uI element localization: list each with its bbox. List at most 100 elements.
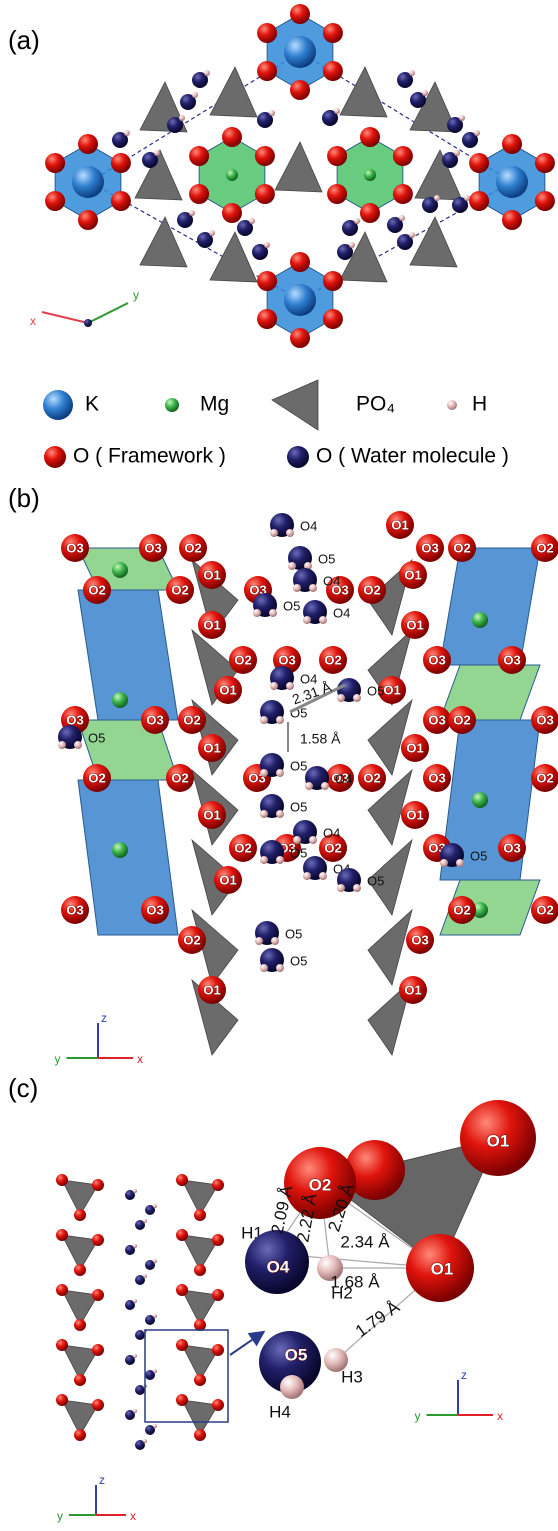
- atom: [319, 834, 347, 862]
- atom: [44, 446, 66, 468]
- polyhedron: [439, 547, 541, 666]
- atom: [229, 834, 257, 862]
- atom: [399, 976, 427, 1004]
- atom: [61, 896, 89, 924]
- atom: [112, 842, 128, 858]
- axis-y: [87, 302, 129, 324]
- atom: [409, 70, 415, 76]
- atom: [392, 184, 413, 204]
- atom-label: O1: [406, 617, 423, 632]
- atom: [153, 1204, 157, 1208]
- atom: [74, 741, 82, 749]
- tetrahedron: [367, 838, 413, 916]
- atom: [276, 964, 284, 972]
- atom: [192, 72, 208, 88]
- atom: [56, 1339, 68, 1351]
- atom: [502, 210, 522, 230]
- atom: [56, 1174, 68, 1186]
- atom: [252, 244, 268, 260]
- atom: [280, 1375, 304, 1399]
- atom: [56, 1284, 68, 1296]
- atom: [462, 132, 478, 148]
- atom: [167, 117, 183, 133]
- atom: [399, 561, 427, 589]
- atom-label: O1: [383, 682, 400, 697]
- atom: [284, 36, 316, 68]
- atom: [133, 1354, 137, 1358]
- atom: [293, 584, 301, 592]
- atom: [322, 61, 343, 81]
- atom: [305, 782, 313, 790]
- atom: [84, 319, 92, 327]
- axis-label: x: [130, 1509, 136, 1523]
- atom: [392, 146, 413, 166]
- atom: [153, 1314, 157, 1318]
- atom: [176, 1339, 188, 1351]
- legend-label: O ( Framework ): [73, 445, 226, 468]
- atom: [448, 534, 476, 562]
- atom: [319, 646, 347, 674]
- atom-label: O5: [285, 926, 302, 941]
- atom: [212, 1399, 224, 1411]
- atom: [364, 169, 376, 181]
- atom: [198, 734, 226, 762]
- atom-label: O4: [300, 671, 317, 686]
- atom: [322, 110, 338, 126]
- atom: [180, 94, 196, 110]
- tetrahedron: [367, 978, 413, 1056]
- tetrahedron: [367, 768, 413, 846]
- atom-label: O4: [333, 605, 350, 620]
- atom-label: O4: [267, 1257, 290, 1276]
- atom: [472, 792, 488, 808]
- distance-label: 1.68 Å: [330, 1272, 380, 1291]
- atom: [135, 1385, 145, 1395]
- atom: [269, 609, 277, 617]
- atom: [257, 61, 278, 81]
- atom: [276, 716, 284, 724]
- atom-label: O1: [219, 872, 236, 887]
- atom: [322, 309, 343, 329]
- atom: [319, 872, 327, 880]
- atom: [321, 782, 329, 790]
- atom: [74, 1429, 86, 1441]
- atom: [324, 1348, 348, 1372]
- atom: [92, 1179, 104, 1191]
- atom: [452, 197, 468, 213]
- atom: [237, 220, 253, 236]
- atom-label: O1: [203, 740, 220, 755]
- atom: [257, 309, 278, 329]
- atom: [260, 716, 268, 724]
- atom-label: O3: [146, 712, 163, 727]
- atom: [257, 112, 273, 128]
- atom: [271, 937, 279, 945]
- atom: [145, 1425, 155, 1435]
- tetrahedron: [209, 66, 258, 118]
- atom: [399, 215, 405, 221]
- atom-label: O3: [536, 712, 553, 727]
- atom-label: O5: [285, 1345, 308, 1364]
- atom-label: O2: [536, 902, 553, 917]
- atom-label: O2: [234, 840, 251, 855]
- atom: [226, 169, 238, 181]
- atom: [502, 134, 522, 154]
- axis-label: x: [30, 314, 36, 328]
- atom: [112, 562, 128, 578]
- atom: [260, 856, 268, 864]
- atom-label: O2: [184, 540, 201, 555]
- atom: [78, 210, 98, 230]
- atom: [92, 1289, 104, 1301]
- atom: [189, 146, 210, 166]
- atom: [464, 195, 470, 201]
- atom-label: O5: [88, 730, 105, 745]
- atom: [110, 153, 131, 173]
- atom: [469, 153, 490, 173]
- atom: [45, 153, 66, 173]
- atom-label: O3: [331, 770, 348, 785]
- atom: [133, 1244, 137, 1248]
- atom-label: O5: [283, 598, 300, 613]
- atom: [176, 1394, 188, 1406]
- atom-label: O3: [503, 840, 520, 855]
- atom: [135, 1330, 145, 1340]
- atom: [56, 1394, 68, 1406]
- atom: [304, 562, 312, 570]
